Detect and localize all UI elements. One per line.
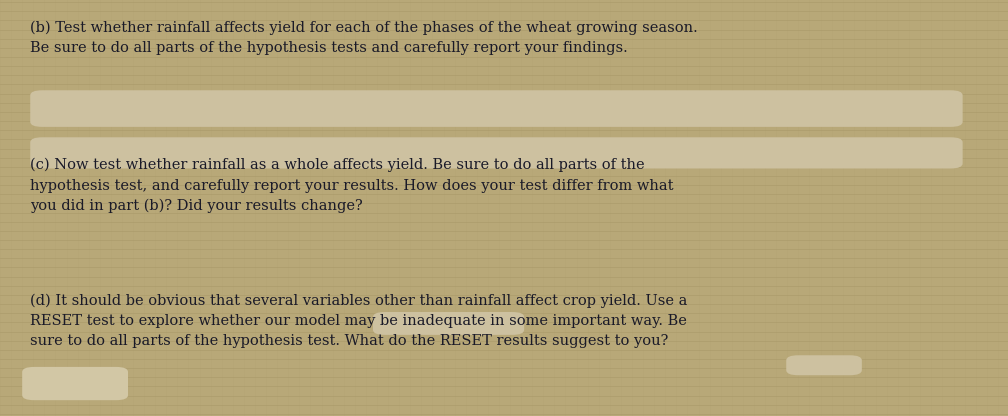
FancyBboxPatch shape (373, 312, 524, 335)
Text: (d) It should be obvious that several variables other than rainfall affect crop : (d) It should be obvious that several va… (30, 293, 687, 348)
FancyBboxPatch shape (30, 137, 963, 168)
FancyBboxPatch shape (786, 355, 862, 375)
FancyBboxPatch shape (30, 90, 963, 127)
FancyBboxPatch shape (22, 367, 128, 400)
Text: (c) Now test whether rainfall as a whole affects yield. Be sure to do all parts : (c) Now test whether rainfall as a whole… (30, 158, 673, 213)
Text: (b) Test whether rainfall affects yield for each of the phases of the wheat grow: (b) Test whether rainfall affects yield … (30, 21, 698, 55)
